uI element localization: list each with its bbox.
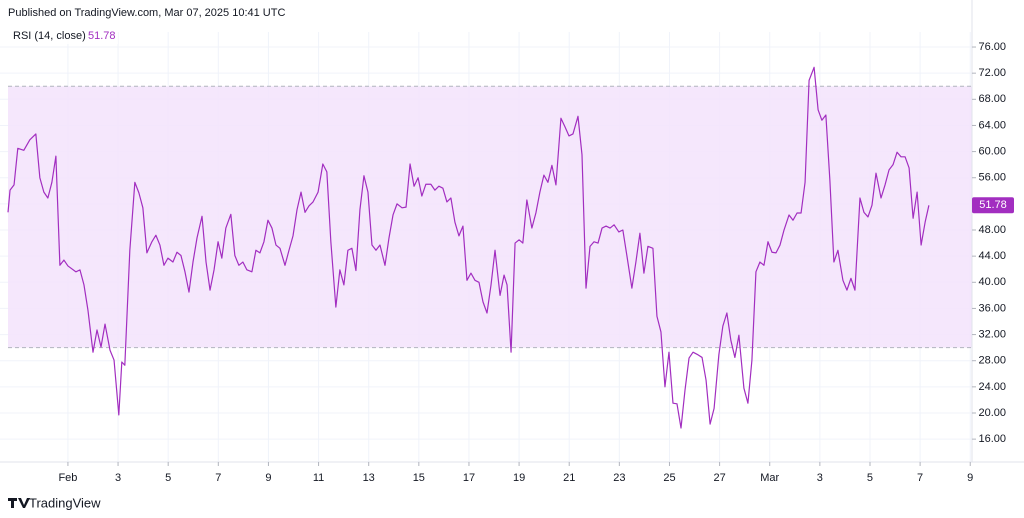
- x-tick-label: 23: [613, 472, 625, 484]
- x-tick-label: 3: [115, 472, 121, 484]
- x-tick-label: 11: [313, 472, 324, 484]
- brand: TradingView: [8, 495, 101, 510]
- y-tick-label: 56.00: [978, 172, 1006, 184]
- y-tick-label: 68.00: [978, 93, 1006, 105]
- x-tick-label: 19: [513, 472, 525, 484]
- plot-area: 16.00 20.00 24.00 28.00 32.00 36.00 40.00 44.00…: [0, 0, 1024, 484]
- legend-name: RSI (14, close): [13, 30, 86, 42]
- x-tick-label: 7: [215, 472, 221, 484]
- last-value-badge: [972, 197, 1014, 214]
- y-tick-label: 44.00: [978, 250, 1006, 262]
- x-tick-label: 5: [867, 472, 873, 484]
- y-tick-label: 28.00: [978, 355, 1006, 367]
- x-tick-label: 27: [713, 472, 725, 484]
- brand-name: TradingView: [29, 495, 101, 510]
- rsi-line: [7, 66, 930, 429]
- x-tick-label: 13: [363, 472, 375, 484]
- legend-value: 51.78: [88, 30, 116, 42]
- x-tick-label: 7: [917, 472, 923, 484]
- x-tick-label: 25: [663, 472, 675, 484]
- y-tick-label: 16.00: [978, 433, 1006, 445]
- x-tick-label: 9: [967, 472, 973, 484]
- brand-logo: [8, 498, 30, 508]
- x-tick-label: Mar: [760, 472, 779, 484]
- x-tick-label: 5: [165, 472, 171, 484]
- x-tick-label: 3: [817, 472, 823, 484]
- y-tick-label: 40.00: [978, 276, 1006, 288]
- y-tick-label: 32.00: [978, 328, 1006, 340]
- x-tick-label: 9: [265, 472, 271, 484]
- y-tick-label: 36.00: [978, 302, 1006, 314]
- y-tick-label: 24.00: [978, 381, 1006, 393]
- y-tick-label: 76.00: [978, 41, 1006, 53]
- band-fill: [8, 86, 972, 348]
- y-tick-label: 48.00: [978, 224, 1006, 236]
- y-tick-label: 20.00: [978, 407, 1006, 419]
- x-tick-label: 15: [413, 472, 425, 484]
- x-tick-label: 17: [463, 472, 475, 484]
- last-value-label: 51.78: [979, 199, 1007, 211]
- y-tick-label: 60.00: [978, 145, 1006, 157]
- published-header: Published on TradingView.com, Mar 07, 20…: [8, 7, 285, 19]
- x-tick-label: 21: [563, 472, 575, 484]
- x-tick-label: Feb: [58, 472, 77, 484]
- legend-bg: [8, 28, 118, 44]
- y-tick-label: 72.00: [978, 67, 1006, 79]
- y-tick-label: 64.00: [978, 119, 1006, 131]
